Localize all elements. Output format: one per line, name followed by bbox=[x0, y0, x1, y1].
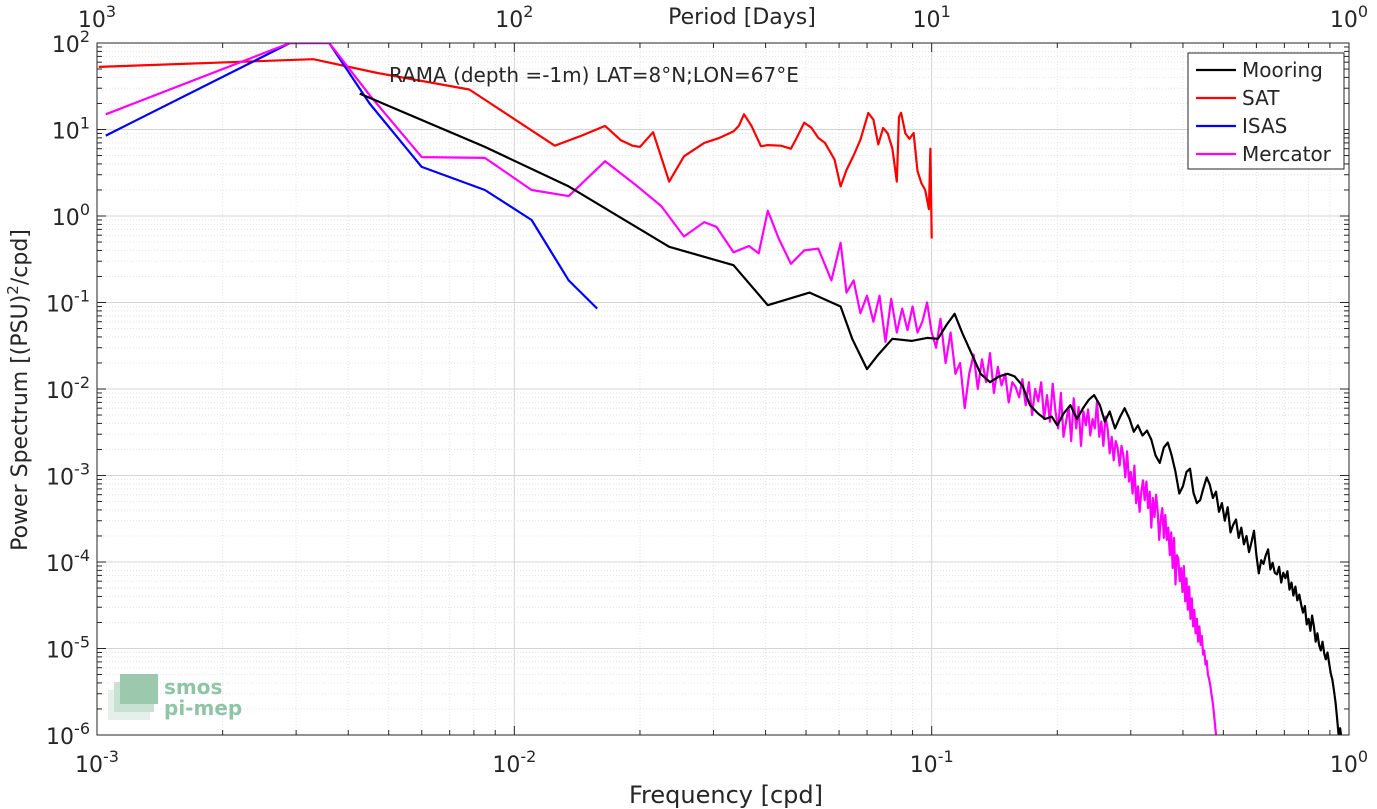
y-tick-label: 10-2 bbox=[46, 373, 90, 404]
x-axis-label: Frequency [cpd] bbox=[629, 781, 823, 809]
logo-text-pi-mep: pi-mep bbox=[164, 696, 242, 720]
legend-items: Mooring SAT ISAS Mercator bbox=[1196, 58, 1332, 166]
smos-logo: smos pi-mep bbox=[108, 674, 242, 720]
y-tick-label: 10-5 bbox=[46, 633, 90, 664]
logo-text-smos: smos bbox=[164, 675, 222, 699]
series-layer bbox=[98, 43, 1343, 735]
series-line-isas bbox=[105, 43, 598, 310]
y-tick-label: 10-6 bbox=[46, 719, 90, 750]
x-tick-label: 10-2 bbox=[492, 747, 536, 778]
y-tick-label: 101 bbox=[52, 114, 90, 145]
y-tick-label: 10-1 bbox=[46, 287, 90, 318]
legend-box bbox=[1187, 52, 1345, 170]
legend-label-isas: ISAS bbox=[1242, 114, 1287, 138]
top-tick-labels: 103 102 101 100 bbox=[78, 2, 1368, 33]
tick-marks bbox=[96, 42, 1350, 736]
bottom-tick-labels: 10-3 10-2 10-1 100 bbox=[75, 747, 1368, 778]
top-axis-label: Period [Days] bbox=[668, 5, 816, 30]
y-tick-label: 100 bbox=[52, 200, 90, 231]
series-line-mercator bbox=[105, 43, 1218, 735]
legend-label-mooring: Mooring bbox=[1242, 58, 1323, 82]
x-tick-label: 10-1 bbox=[910, 747, 954, 778]
top-tick-label: 101 bbox=[913, 2, 951, 33]
y-tick-label: 10-3 bbox=[46, 460, 90, 491]
y-tick-label: 10-4 bbox=[46, 546, 90, 577]
chart-title: RAMA (depth =-1m) LAT=8°N;LON=67°E bbox=[389, 63, 799, 87]
legend-label-sat: SAT bbox=[1242, 86, 1280, 110]
top-tick-label: 100 bbox=[1330, 2, 1368, 33]
x-tick-label: 100 bbox=[1330, 747, 1368, 778]
legend-label-mercator: Mercator bbox=[1242, 142, 1332, 166]
y-tick-labels: 102 101 100 10-1 10-2 10-3 10-4 10-5 10-6 bbox=[46, 27, 90, 750]
series-line-mooring bbox=[359, 92, 1343, 735]
x-tick-label: 10-3 bbox=[75, 747, 119, 778]
legend: Mooring SAT ISAS Mercator bbox=[1187, 52, 1345, 170]
series-line-sat bbox=[98, 58, 933, 239]
y-axis-label: Power Spectrum [(PSU)2/cpd] bbox=[4, 229, 33, 551]
top-tick-label: 102 bbox=[495, 2, 533, 33]
top-tick-label: 103 bbox=[78, 2, 116, 33]
logo-layer-3 bbox=[120, 674, 158, 704]
y-tick-label: 102 bbox=[52, 27, 90, 58]
